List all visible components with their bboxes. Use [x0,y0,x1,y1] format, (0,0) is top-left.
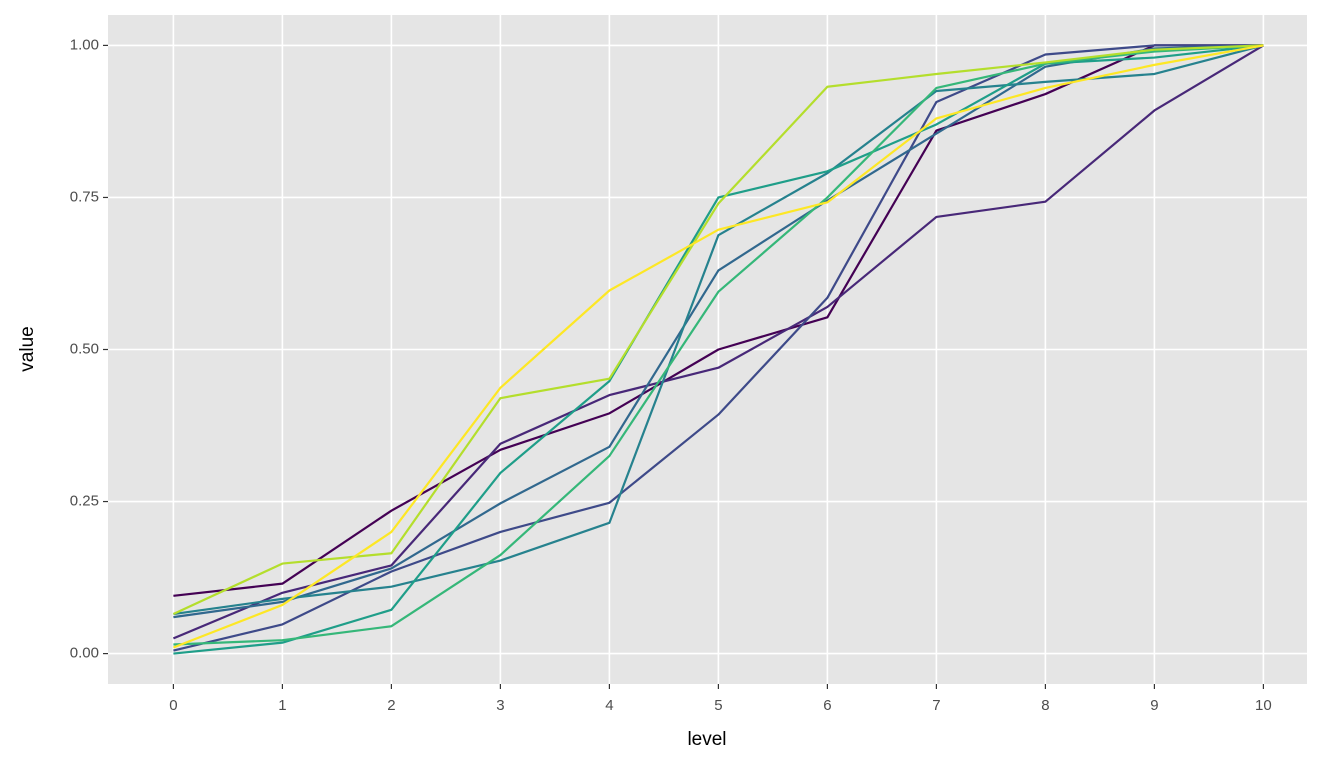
line [173,44,1264,646]
x-tick-label: 9 [1150,697,1158,714]
y-axis-title: value [17,326,38,371]
x-tick-label: 10 [1255,697,1272,714]
x-tick-label: 5 [714,697,722,714]
y-tick-label: 0.00 [70,645,99,662]
y-tick-label: 0.75 [70,188,99,205]
line [173,44,1264,652]
y-tick-label: 0.50 [70,340,99,357]
x-tick-label: 4 [605,697,613,714]
line [172,44,1264,649]
x-tick-label: 0 [169,697,177,714]
x-axis-title: level [687,729,726,750]
y-tick-label: 0.25 [70,493,99,510]
line [173,44,1264,655]
y-tick-label: 1.00 [70,36,99,53]
x-tick-label: 2 [387,697,395,714]
x-tick-label: 3 [496,697,504,714]
x-tick-label: 7 [932,697,940,714]
x-tick-label: 1 [278,697,286,714]
line [173,44,1264,597]
x-tick-label: 8 [1041,697,1049,714]
line [172,44,1264,640]
x-tick-label: 6 [823,697,831,714]
